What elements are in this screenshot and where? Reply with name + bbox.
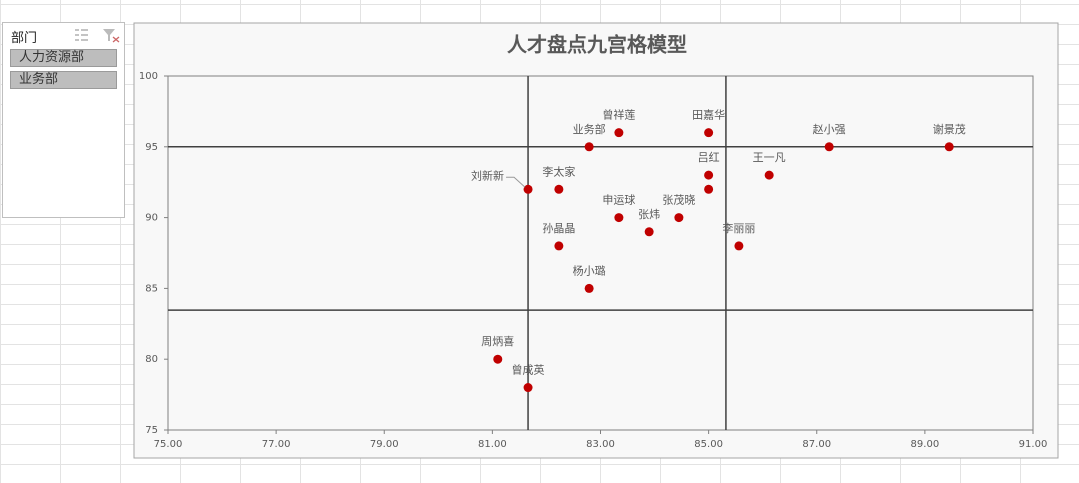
y-tick-label: 95 xyxy=(145,142,158,153)
x-tick-label: 77.00 xyxy=(262,439,291,450)
point-label: 王一凡 xyxy=(753,151,786,164)
slicer: 部门 人力资源部 业务部 xyxy=(2,22,125,218)
point-label: 李太家 xyxy=(542,164,575,178)
x-tick-label: 85.00 xyxy=(694,439,723,450)
point xyxy=(704,170,714,180)
point-label: 刘新新 xyxy=(471,168,504,182)
point xyxy=(644,227,654,237)
y-tick-label: 100 xyxy=(139,71,158,82)
point xyxy=(584,283,594,293)
point-label: 周炳喜 xyxy=(481,335,514,348)
point-label: 吕红 xyxy=(698,151,720,164)
y-tick-label: 80 xyxy=(145,354,158,365)
point xyxy=(584,142,594,152)
y-tick-label: 90 xyxy=(145,213,158,224)
point-label: 田嘉华 xyxy=(692,108,725,122)
point-label: 张炜 xyxy=(638,207,660,221)
point xyxy=(523,184,533,194)
leader-line xyxy=(506,176,526,188)
point-label: 曾祥莲 xyxy=(602,108,635,122)
point-label: 申运球 xyxy=(602,193,635,207)
x-tick-label: 89.00 xyxy=(911,439,940,450)
x-tick-label: 83.00 xyxy=(586,439,615,450)
point xyxy=(704,184,714,194)
x-tick-label: 91.00 xyxy=(1019,439,1048,450)
x-tick-label: 81.00 xyxy=(478,439,507,450)
y-tick-label: 85 xyxy=(145,283,158,294)
point xyxy=(734,241,744,251)
point xyxy=(944,142,954,152)
point xyxy=(704,128,714,138)
point-label: 曾成英 xyxy=(512,363,545,377)
point-label: 业务部 xyxy=(573,122,606,136)
chart-title: 人才盘点九宫格模型 xyxy=(507,33,687,57)
slicer-title: 部门 xyxy=(11,31,38,46)
point-label: 张茂晓 xyxy=(662,193,695,207)
x-tick-label: 75.00 xyxy=(154,439,183,450)
point xyxy=(824,142,834,152)
point xyxy=(674,213,684,223)
chart-frame xyxy=(133,22,1059,459)
y-tick-label: 75 xyxy=(145,425,158,436)
point-label: 杨小璐 xyxy=(573,263,606,277)
point-label: 孙晶晶 xyxy=(542,222,575,235)
slicer-icons xyxy=(75,29,120,43)
point xyxy=(764,170,774,180)
point-label: 谢景茂 xyxy=(933,122,966,136)
slicer-item[interactable]: 业务部 xyxy=(10,71,117,89)
point xyxy=(614,128,624,138)
x-tick-label: 79.00 xyxy=(370,439,399,450)
point xyxy=(554,241,564,251)
point xyxy=(614,213,624,223)
x-tick-label: 87.00 xyxy=(802,439,831,450)
point xyxy=(554,184,564,194)
point-label: 赵小强 xyxy=(813,122,846,136)
point-label: 李丽丽 xyxy=(722,221,755,235)
slicer-item[interactable]: 人力资源部 xyxy=(10,49,117,67)
point xyxy=(523,383,533,393)
point xyxy=(493,354,503,364)
